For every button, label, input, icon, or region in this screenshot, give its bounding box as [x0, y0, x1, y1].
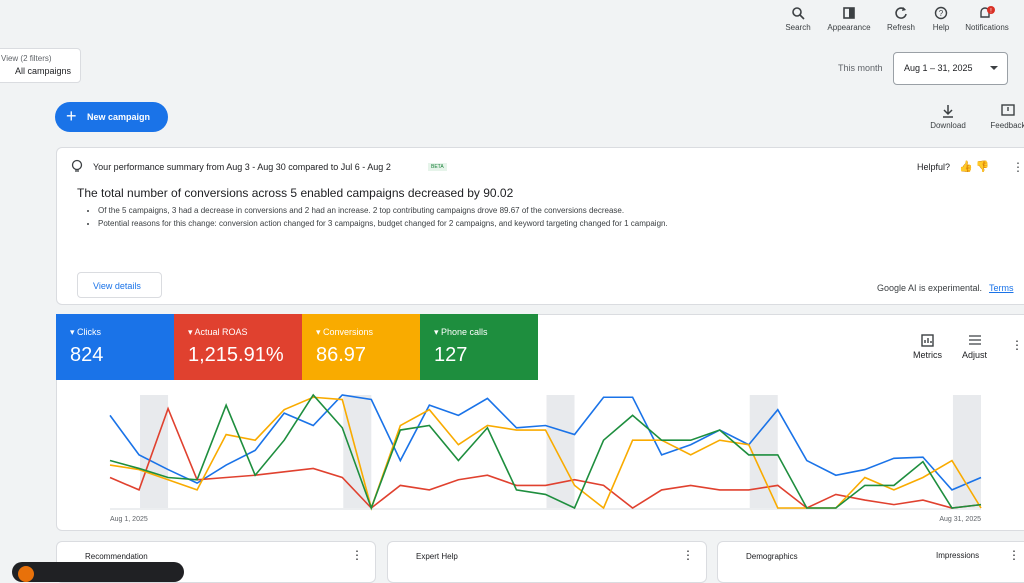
metric-card[interactable]: ▾ Actual ROAS 1,215.91% — [174, 314, 302, 380]
demographics-card[interactable]: Demographics Impressions ⋮ — [717, 541, 1024, 583]
metric-label: Actual ROAS — [194, 327, 248, 337]
card-title: Recommendation — [85, 552, 148, 561]
series-line — [109, 393, 982, 511]
notifications[interactable]: ! Notifications — [957, 6, 1017, 32]
summary-heading: Your performance summary from Aug 3 - Au… — [93, 162, 391, 172]
card-title: Expert Help — [416, 552, 458, 561]
more-menu[interactable]: ⋮ — [682, 548, 694, 562]
more-menu[interactable]: ⋮ — [351, 548, 363, 562]
label: Adjust — [962, 350, 988, 360]
view-filter[interactable]: View (2 filters) All campaigns — [0, 48, 81, 83]
filter-count: View (2 filters) — [1, 54, 52, 63]
beta-badge: BETA — [428, 163, 447, 171]
x-tick-label: Aug 1, 2025 — [110, 516, 148, 523]
feedback[interactable]: Feedback — [978, 104, 1024, 130]
metric-value: 1,215.91% — [188, 344, 284, 366]
account-chip[interactable] — [12, 562, 184, 582]
bulb-icon — [71, 159, 83, 172]
label: Metrics — [913, 350, 942, 360]
metric-card[interactable]: ▾ Phone calls 127 — [420, 314, 538, 380]
plus-icon: + — [66, 106, 77, 126]
metric-value: 127 — [434, 344, 468, 366]
label: Refresh — [886, 23, 915, 32]
weekend-band — [952, 395, 981, 508]
metric-value: 824 — [70, 344, 104, 366]
search[interactable]: Search — [768, 6, 828, 32]
metric-name: ▾ Actual ROAS — [188, 327, 248, 337]
label: Appearance — [827, 23, 871, 32]
date-label: This month — [838, 63, 883, 73]
terms-link[interactable]: Terms — [989, 283, 1014, 293]
metric-card[interactable]: ▾ Clicks 824 — [56, 314, 174, 380]
metrics-button[interactable]: Metrics — [913, 333, 942, 360]
avatar — [18, 566, 34, 582]
metric-name: ▾ Conversions — [316, 327, 374, 337]
summary-card: Your performance summary from Aug 3 - Au… — [56, 147, 1024, 305]
help[interactable]: ? Help — [911, 6, 971, 32]
summary-bullets: Of the 5 campaigns, 3 had a decrease in … — [77, 204, 668, 230]
metric-label: Conversions — [323, 327, 374, 337]
more-menu[interactable]: ⋮ — [1008, 548, 1020, 562]
bullet: Of the 5 campaigns, 3 had a decrease in … — [98, 204, 668, 217]
date-picker[interactable]: Aug 1 – 31, 2025 — [893, 52, 1008, 85]
series-line — [109, 396, 982, 511]
appearance[interactable]: Appearance — [819, 6, 879, 32]
filter-name: All campaigns — [15, 66, 72, 76]
view-details-button[interactable]: View details — [77, 272, 162, 298]
new-campaign-button[interactable]: + New campaign — [55, 102, 168, 132]
weekend-band — [140, 395, 169, 508]
metric-select[interactable]: Impressions — [936, 551, 980, 560]
summary-headline: The total number of conversions across 5… — [77, 186, 514, 200]
label: Notifications — [965, 23, 1009, 32]
bullet: Potential reasons for this change: conve… — [98, 217, 668, 230]
dropdown-arrow — [990, 66, 998, 74]
expert-help-card[interactable]: Expert Help ⋮ — [387, 541, 707, 583]
series-line — [109, 394, 982, 491]
svg-text:?: ? — [939, 9, 944, 18]
svg-text:!: ! — [990, 9, 992, 15]
label: View details — [93, 281, 141, 291]
ai-disclaimer: Google AI is experimental. — [877, 283, 983, 293]
x-tick-label: Aug 31, 2025 — [939, 516, 981, 523]
metric-name: ▾ Clicks — [70, 327, 102, 337]
more-menu[interactable]: ⋮ — [1012, 160, 1024, 174]
label: Help — [932, 23, 950, 32]
more-menu[interactable]: ⋮ — [1011, 338, 1023, 352]
weekend-band — [749, 395, 778, 508]
helpful-label: Helpful? — [917, 162, 951, 172]
metric-value: 86.97 — [316, 344, 367, 366]
card-title: Demographics — [746, 552, 798, 561]
refresh[interactable]: Refresh — [871, 6, 931, 32]
thumbs[interactable]: 👍 👎 — [959, 161, 990, 173]
label: Search — [785, 23, 811, 32]
metric-name: ▾ Phone calls — [434, 327, 488, 337]
adjust-button[interactable]: Adjust — [962, 333, 987, 360]
metric-label: Clicks — [77, 327, 102, 337]
weekend-band — [546, 395, 575, 508]
date-range: Aug 1 – 31, 2025 — [904, 63, 973, 73]
metric-label: Phone calls — [441, 327, 488, 337]
label: New campaign — [87, 112, 151, 122]
metric-card[interactable]: ▾ Conversions 86.97 — [302, 314, 420, 380]
label: Download — [930, 121, 966, 130]
download[interactable]: Download — [918, 104, 978, 130]
label: Feedback — [990, 121, 1024, 130]
